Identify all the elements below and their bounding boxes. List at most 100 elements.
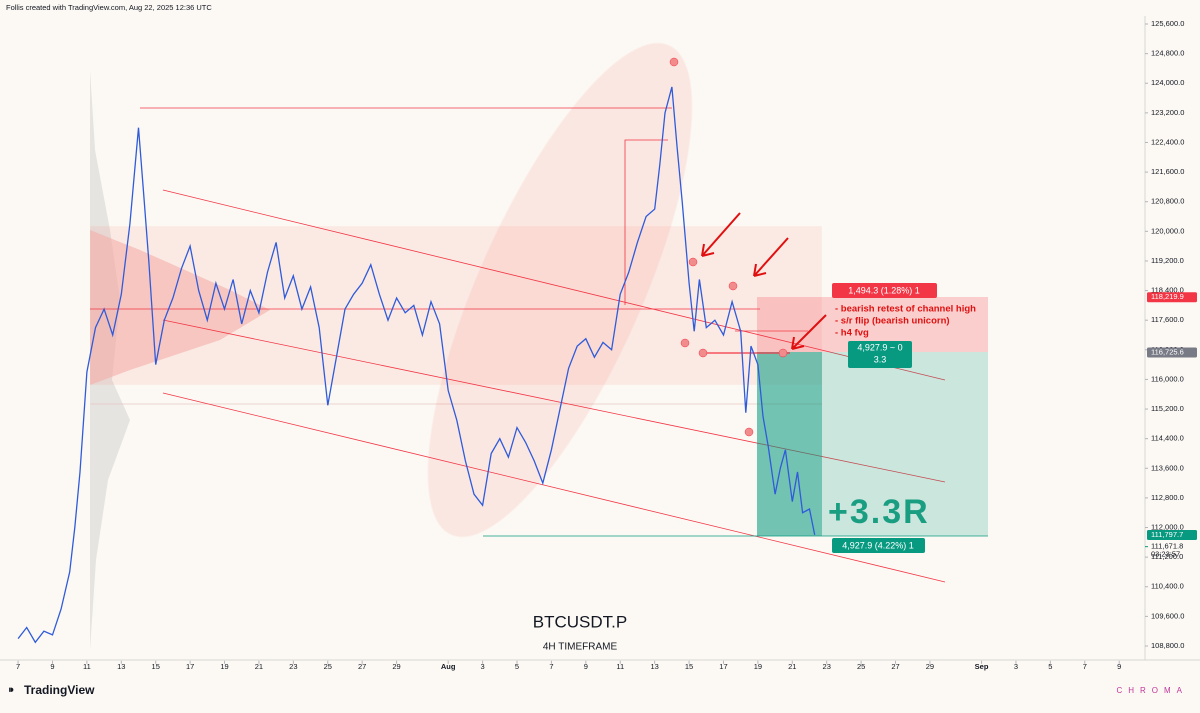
y-tick-label: 122,400.0 — [1151, 137, 1184, 146]
price-tag — [1147, 530, 1197, 541]
y-tick-label: 115,200.0 — [1151, 404, 1184, 413]
x-tick-label: 27 — [358, 662, 366, 671]
x-tick-label: 17 — [719, 662, 727, 671]
x-tick-label: 7 — [1083, 662, 1087, 671]
y-tick-label: 120,000.0 — [1151, 226, 1184, 235]
x-tick-label: 7 — [16, 662, 20, 671]
risk-tag — [832, 283, 937, 298]
arrow — [701, 212, 741, 257]
ratio-value: 3.3 — [874, 354, 887, 364]
x-tick-label: 25 — [857, 662, 865, 671]
x-tick-label: 23 — [823, 662, 831, 671]
x-tick-label: 9 — [1117, 662, 1121, 671]
marker — [744, 427, 754, 437]
marker — [688, 257, 698, 267]
y-tick-label: 116,000.0 — [1151, 374, 1184, 383]
y-tick-label: 120,800.0 — [1151, 197, 1184, 206]
y-tick-label: 114,400.0 — [1151, 434, 1184, 443]
x-tick-label: Aug — [441, 662, 456, 671]
y-tick-label: 111,200.0 — [1151, 552, 1183, 561]
note: - h4 fvg — [835, 328, 869, 339]
x-tick-label: 19 — [220, 662, 228, 671]
y-tick-label: 109,600.0 — [1151, 611, 1184, 620]
x-tick-label: Sep — [975, 662, 989, 671]
y-tick-label: 108,800.0 — [1151, 641, 1184, 650]
marker — [778, 348, 788, 358]
x-tick-label: 21 — [788, 662, 796, 671]
note: - bearish retest of channel high — [835, 304, 976, 315]
x-tick-label: 9 — [50, 662, 54, 671]
target-zone — [757, 352, 988, 536]
x-tick-label: 13 — [117, 662, 125, 671]
x-tick-label: 15 — [685, 662, 693, 671]
y-tick-label: 112,000.0 — [1151, 523, 1184, 532]
volume-profile-value-area — [90, 230, 270, 385]
y-tick-label: 113,600.0 — [1151, 463, 1184, 472]
x-tick-label: 15 — [152, 662, 160, 671]
arrows — [701, 212, 827, 350]
target-tag — [832, 538, 925, 553]
x-tick-label: 11 — [616, 662, 624, 671]
marker — [669, 57, 679, 67]
highlight-ellipse — [427, 42, 693, 538]
x-tick-label: 21 — [255, 662, 263, 671]
watermark: CHROMA — [1116, 686, 1188, 695]
y-tick-label: 118,400.0 — [1151, 286, 1184, 295]
x-tick-label: 11 — [83, 662, 91, 671]
x-tick-label: 29 — [926, 662, 934, 671]
x-tick-label: 19 — [754, 662, 762, 671]
brand-logo: ⁍ — [8, 682, 15, 697]
price-tag — [1147, 347, 1197, 358]
x-tick-label: 7 — [549, 662, 553, 671]
y-tick-label: 125,600.0 — [1151, 19, 1184, 28]
price-tag-label: 111,797.7 — [1151, 530, 1183, 539]
y-tick-label: 119,200.0 — [1151, 256, 1184, 265]
price-tag — [1147, 292, 1197, 303]
price-tag-label: 116,725.6 — [1151, 348, 1184, 357]
supply-zone — [89, 225, 823, 386]
note: - s/r flip (bearish unicorn) — [835, 316, 950, 327]
markers — [669, 57, 788, 437]
y-tick-label: 123,200.0 — [1151, 108, 1184, 117]
marker — [698, 348, 708, 358]
channel-line — [162, 189, 946, 381]
channel-line — [162, 319, 946, 483]
notes: - bearish retest of channel high - s/r f… — [835, 304, 976, 339]
x-tick-label: 25 — [324, 662, 332, 671]
x-tick-label: 3 — [481, 662, 485, 671]
price-line — [17, 86, 816, 644]
range-line — [624, 139, 668, 305]
ratio-label: 4,927.9 ~ 0 — [857, 342, 902, 352]
y-tick-label: 112,800.0 — [1151, 493, 1184, 502]
ratio-tag — [848, 341, 912, 368]
x-tick-label: 23 — [289, 662, 297, 671]
arrow — [753, 237, 789, 277]
x-tick-label: 17 — [186, 662, 194, 671]
y-tick-label: 124,000.0 — [1151, 78, 1184, 87]
x-tick-label: 5 — [1048, 662, 1052, 671]
arrow — [791, 314, 827, 350]
x-tick-label: 3 — [1014, 662, 1018, 671]
last-price-label: 111,671.8 — [1151, 542, 1183, 551]
x-tick-label: 29 — [392, 662, 400, 671]
x-tick-label: 13 — [650, 662, 658, 671]
marker — [680, 338, 690, 348]
y-tick-label: 110,400.0 — [1151, 582, 1184, 591]
chart-subtitle: 4H TIMEFRAME — [543, 642, 618, 653]
realized-zone — [757, 352, 822, 536]
y-tick-label: 117,600.0 — [1151, 315, 1184, 324]
price-tag-label: 118,219.9 — [1151, 292, 1184, 301]
header: Follis created with TradingView.com, Aug… — [6, 3, 212, 12]
y-tick-label: 124,800.0 — [1151, 49, 1184, 58]
x-tick-label: 9 — [584, 662, 588, 671]
x-tick-label: 27 — [891, 662, 899, 671]
chart-title: BTCUSDT.P — [533, 612, 627, 631]
risk-label: 1,494.3 (1.28%) 1 — [848, 285, 920, 295]
channel-line — [162, 392, 946, 583]
y-tick-label: 121,600.0 — [1151, 167, 1184, 176]
x-tick-label: 5 — [515, 662, 519, 671]
countdown: 03:23:57 — [1151, 550, 1180, 559]
brand: TradingView — [24, 683, 95, 697]
